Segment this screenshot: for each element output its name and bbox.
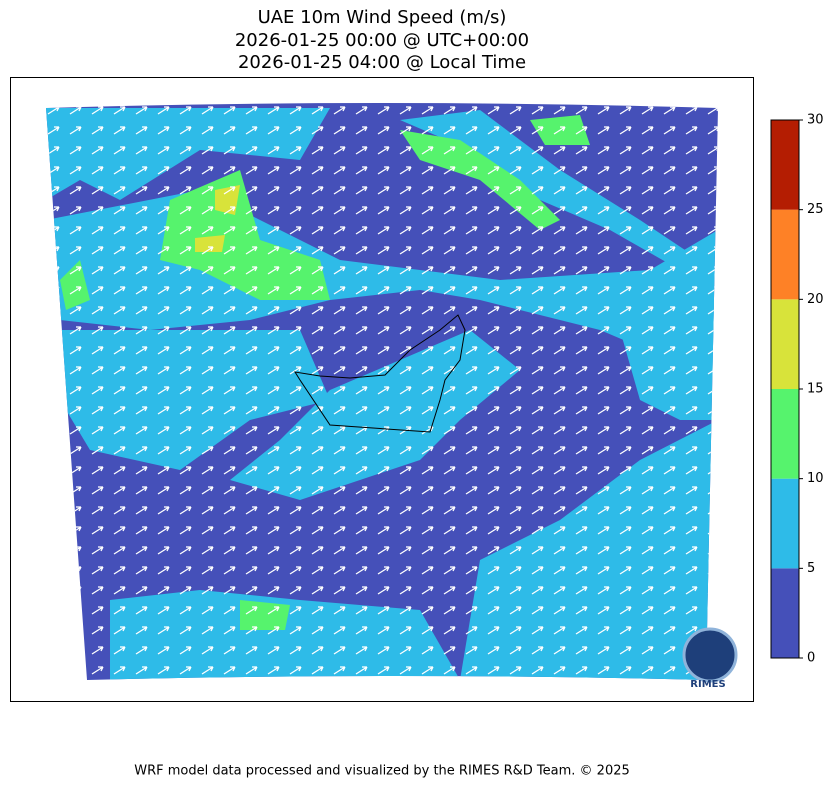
title-line: 2026-01-25 00:00 @ UTC+00:00 xyxy=(235,30,529,51)
colorbar-segment xyxy=(771,389,799,479)
uae-border xyxy=(293,314,466,433)
logo: RIMES xyxy=(682,627,738,690)
colorbar-tick-label: 30 xyxy=(807,113,824,128)
colorbar-segment xyxy=(771,120,799,210)
colorbar-tick-label: 15 xyxy=(807,382,824,397)
colorbar-segment xyxy=(771,478,799,569)
colorbar-tick-label: 5 xyxy=(807,561,815,576)
colorbar-segment xyxy=(771,209,799,300)
colorbar-tick-label: 0 xyxy=(807,651,815,666)
colorbar-tick-label: 20 xyxy=(807,292,824,307)
logo-text: RIMES xyxy=(690,679,725,690)
footer: WRF model data processed and visualized … xyxy=(134,764,630,779)
colorbar-tick-label: 10 xyxy=(807,471,824,486)
colorbar-tick-label: 25 xyxy=(807,202,824,217)
colorbar: 0 5 10 15 20 25 30 xyxy=(770,113,824,666)
title-line: UAE 10m Wind Speed (m/s) xyxy=(258,7,507,28)
wind-field xyxy=(46,103,718,680)
colorbar-segment xyxy=(771,568,799,658)
title-line: 2026-01-25 04:00 @ Local Time xyxy=(238,52,526,73)
colorbar-segment xyxy=(771,299,799,389)
